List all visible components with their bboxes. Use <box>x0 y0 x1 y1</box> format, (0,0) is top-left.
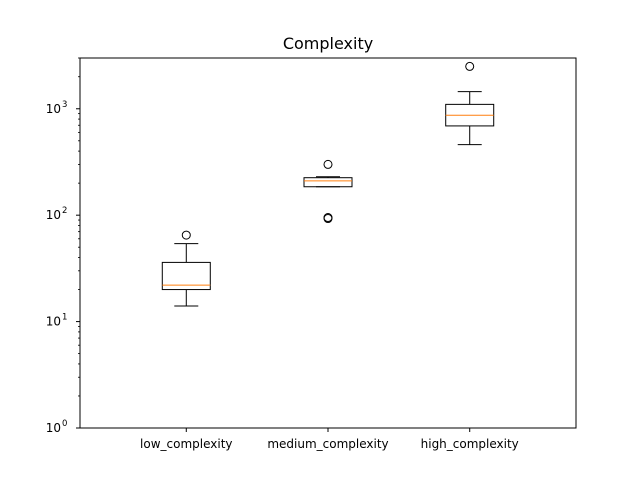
y-tick-exponent: 2 <box>62 206 67 216</box>
outlier-point <box>181 230 191 240</box>
outlier-point <box>465 61 475 71</box>
y-tick-exponent: 1 <box>62 313 67 323</box>
plot-frame <box>79 57 577 429</box>
x-tick-label: medium_complexity <box>267 437 388 451</box>
box-iqr <box>161 261 211 291</box>
y-tick-exponent: 3 <box>62 100 67 110</box>
chart-title: Complexity <box>283 34 373 53</box>
y-tick-label: 10 <box>46 421 61 435</box>
y-tick-label: 10 <box>46 315 61 329</box>
axes: low_complexity medium_complexity high_comp… <box>46 57 519 451</box>
box-group <box>445 61 495 146</box>
x-tick-label: high_complexity <box>421 437 519 451</box>
box-group <box>161 230 211 307</box>
x-tick-label: low_complexity <box>140 437 232 451</box>
outlier-point <box>323 213 333 223</box>
box-group <box>303 159 353 224</box>
outlier-point <box>323 159 333 169</box>
y-tick-exponent: 0 <box>62 419 67 429</box>
plot-marks <box>161 61 495 307</box>
y-tick-label: 10 <box>46 208 61 222</box>
box-iqr <box>303 177 353 188</box>
y-tick-label: 10 <box>46 102 61 116</box>
